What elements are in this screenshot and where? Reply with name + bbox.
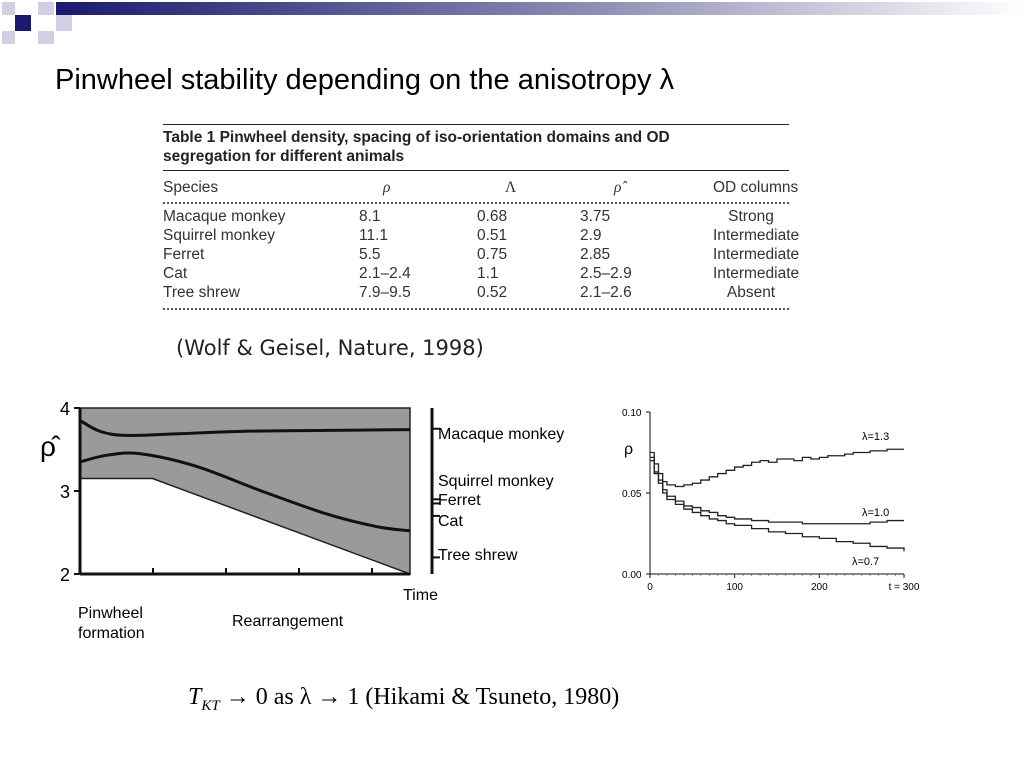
- table-cell: 7.9–9.5: [359, 284, 411, 301]
- x-tick-label: 0: [647, 582, 653, 593]
- table-body: Macaque monkey 8.1 0.68 3.75 Strong Squi…: [163, 204, 800, 308]
- formula-text: → 0 as λ → 1 (Hikami & Tsuneto, 1980): [219, 684, 620, 710]
- species-label: Ferret: [438, 492, 481, 509]
- table-caption: Table 1 Pinwheel density, spacing of iso…: [163, 125, 789, 170]
- species-label: Macaque monkey: [438, 426, 564, 443]
- series-label: λ=1.0: [862, 507, 889, 519]
- species-label: Squirrel monkey: [438, 473, 554, 490]
- table-cell: Ferret: [163, 246, 205, 263]
- table-cell: Absent: [726, 284, 776, 301]
- table-cell: 2.9: [580, 227, 602, 244]
- table-header-rho: ρ: [383, 179, 391, 196]
- x-axis-label-time: Time: [403, 587, 438, 604]
- table-cell: Macaque monkey: [163, 208, 286, 225]
- table-cell: Squirrel monkey: [163, 227, 275, 244]
- corner-square-light-1: [2, 2, 15, 15]
- table-header-od-columns: OD columns: [713, 179, 799, 196]
- series-line: [650, 459, 904, 525]
- upper-curve: [79, 419, 411, 437]
- y-tick-label: 4: [60, 399, 70, 419]
- species-label: Cat: [438, 513, 463, 530]
- table-cell: 5.5: [359, 246, 381, 263]
- formula-subscript: KT: [201, 697, 220, 714]
- citation-wolf-geisel: (Wolf & Geisel, Nature, 1998): [176, 336, 484, 360]
- corner-square-light-5: [56, 15, 72, 31]
- table-row: Squirrel monkey 11.1 0.51 2.9 Intermedia…: [163, 226, 800, 245]
- annotation-pinwheel: Pinwheel: [78, 605, 143, 622]
- annotation-rearrangement: Rearrangement: [232, 613, 344, 630]
- slide-title: Pinwheel stability depending on the anis…: [55, 64, 675, 96]
- table-cell: Strong: [728, 208, 774, 225]
- y-axis-label-rho: ρ: [624, 441, 633, 458]
- x-tick-label: 100: [726, 582, 743, 593]
- table-top-rule: [163, 124, 789, 125]
- table-cell: 3.75: [580, 208, 611, 225]
- corner-square-navy: [15, 15, 31, 31]
- y-tick-label: 0.05: [622, 489, 642, 500]
- y-axis-label: ρ̂: [40, 431, 61, 462]
- series-label: λ=1.3: [862, 431, 889, 443]
- table-cell: 0.75: [477, 246, 508, 263]
- header-gradient-bar: [56, 2, 1024, 15]
- x-tick-label: 200: [811, 582, 828, 593]
- table-cell: 0.68: [477, 208, 508, 225]
- table-cell: 0.52: [477, 284, 508, 301]
- table-cell: 2.5–2.9: [580, 265, 632, 282]
- series-line: [650, 456, 905, 552]
- table-header-rho-hat: ρ̂: [614, 179, 622, 196]
- series-label: λ=0.7: [852, 556, 879, 568]
- species-label: Tree shrew: [438, 547, 518, 564]
- x-tick-label: t = 300: [889, 582, 920, 593]
- table-row: Ferret 5.5 0.75 2.85 Intermediate: [163, 245, 800, 264]
- table-header-rule: [163, 170, 789, 171]
- table-header-row: Species ρ Λ ρ̂ OD columns: [163, 171, 799, 202]
- formula-t: T: [188, 684, 202, 710]
- table-row: Tree shrew 7.9–9.5 0.52 2.1–2.6 Absent: [163, 283, 789, 302]
- table-cell: Intermediate: [713, 227, 800, 244]
- table-header-dotted-rule: [163, 202, 789, 204]
- table-cell: 11.1: [359, 227, 389, 244]
- table-cell: 2.1–2.4: [359, 265, 411, 282]
- table-cell: Tree shrew: [163, 284, 240, 301]
- table-cell: 1.1: [477, 265, 499, 282]
- annotation-formation: formation: [78, 625, 145, 642]
- stability-band: [79, 407, 411, 576]
- table-cell: 2.85: [580, 246, 611, 263]
- table-caption-line2: segregation for different animals: [163, 148, 405, 165]
- y-tick-label: 0.00: [622, 570, 642, 581]
- corner-square-light-2: [38, 2, 54, 15]
- table-header-lambda: Λ: [505, 179, 517, 196]
- table-bottom-dotted-rule: [163, 308, 789, 310]
- table-cell: Cat: [163, 265, 188, 282]
- y-tick-label: 3: [60, 482, 70, 502]
- table-cell: 0.51: [477, 227, 508, 244]
- table-cell: Intermediate: [713, 265, 800, 282]
- table-cell: Intermediate: [713, 246, 800, 263]
- table-cell: 8.1: [359, 208, 381, 225]
- table-cell: 2.1–2.6: [580, 284, 632, 301]
- table-row: Macaque monkey 8.1 0.68 3.75 Strong: [163, 207, 789, 226]
- lower-curve: [79, 451, 411, 533]
- table-row: Cat 2.1–2.4 1.1 2.5–2.9 Intermediate: [163, 264, 800, 283]
- rho-time-chart: ρ λ=1.3 λ=1.0 λ=0.7 0.00 0.05 0.10 0 100 200 t =…: [622, 408, 920, 593]
- series-line: [650, 448, 904, 488]
- y-tick-label: 2: [60, 565, 70, 585]
- table-caption-line1: Table 1 Pinwheel density, spacing of iso…: [163, 129, 670, 146]
- formula-kt-transition: TKT → 0 as λ → 1 (Hikami & Tsuneto, 1980…: [188, 684, 619, 715]
- pinwheel-density-time-chart: ρ̂ 4 3 2 Macaque monkey Squirrel monkey Ferr…: [40, 399, 564, 642]
- y-tick-label: 0.10: [622, 408, 642, 419]
- table-header-species: Species: [163, 179, 219, 196]
- corner-square-light-4: [38, 31, 54, 44]
- pinwheel-table: Table 1 Pinwheel density, spacing of iso…: [163, 124, 800, 310]
- corner-square-light-3: [2, 31, 15, 44]
- slide-header-decoration: [2, 2, 1024, 44]
